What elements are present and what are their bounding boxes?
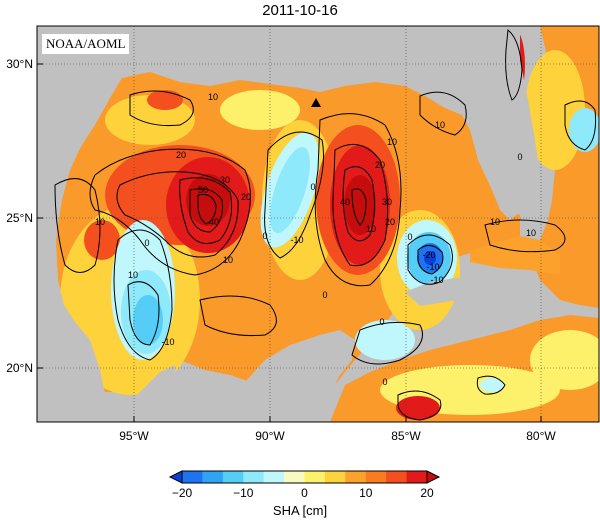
colorbar-bin [345, 471, 367, 483]
contour-label: 0 [379, 317, 384, 327]
colorbar-tick-label: −20 [172, 486, 193, 500]
contour-label: 0 [262, 231, 267, 241]
colorbar-bin [263, 471, 285, 483]
contour-label: 10 [435, 120, 445, 130]
lon-label-95w: 95°W [119, 429, 149, 443]
contour-label: 10 [223, 255, 233, 265]
mexico-west [37, 26, 180, 422]
map-title: 2011-10-16 [262, 2, 338, 19]
lat-label-20n: 20°N [6, 361, 33, 375]
contour-label: 40 [340, 197, 350, 207]
lon-label-85w: 85°W [391, 429, 421, 443]
colorbar-frame [181, 470, 428, 484]
contour-label: 0 [322, 290, 327, 300]
colorbar [168, 470, 441, 484]
colorbar-tick-label: −10 [233, 486, 254, 500]
graticule [37, 26, 599, 422]
contour-label: 10 [366, 224, 376, 234]
contour-label: 10 [208, 92, 218, 102]
contour-label: 0 [382, 377, 387, 387]
contour-label: 0 [310, 182, 315, 192]
contour-label: 20 [176, 150, 186, 160]
colorbar-tick-label: 10 [359, 486, 373, 500]
colorbar-ticks: −20 −10 0 10 20 [172, 486, 434, 500]
florida [430, 26, 540, 215]
axis-ticks [37, 63, 542, 422]
colorbar-max-arrow [426, 470, 441, 484]
credit-label: NOAA/AOML [42, 34, 130, 54]
contour-label: 0 [517, 152, 522, 162]
contour-label: 10 [387, 137, 397, 147]
contour-label: 10 [526, 228, 536, 238]
colorbar-bin [182, 471, 203, 483]
contour-label: 20 [375, 160, 385, 170]
contour-label: 0 [144, 238, 149, 248]
colorbar-bin [304, 471, 326, 483]
lon-label-80w: 80°W [526, 429, 556, 443]
contour-labels: 10 10 10 10 20 30 40 50 20 10 -10 0 0 0 -10 0 10 20 30 40 10… [95, 92, 536, 387]
colorbar-bin [365, 471, 387, 483]
colorbar-bin [202, 471, 224, 483]
contour-label: -10 [290, 235, 303, 245]
contour-label: 0 [407, 232, 412, 242]
contour-label: 10 [128, 270, 138, 280]
contour-label: 30 [382, 197, 392, 207]
contour-label: 10 [490, 217, 500, 227]
colorbar-min-arrow [168, 470, 183, 484]
colorbar-tick-label: 20 [420, 486, 434, 500]
lat-label-30n: 30°N [6, 57, 33, 71]
cuba [405, 278, 599, 318]
lat-label-25n: 25°N [6, 211, 33, 225]
contour-label: 30 [220, 175, 230, 185]
colorbar-bin [324, 471, 346, 483]
colorbar-bin [406, 471, 428, 483]
contour-label: 40 [209, 217, 219, 227]
colorbar-bin [243, 471, 265, 483]
colorbar-bin [386, 471, 408, 483]
contour-label: -10 [161, 337, 174, 347]
contour-label: -10 [426, 262, 439, 272]
triangle-marker-icon [311, 98, 321, 107]
contour-label: 20 [241, 192, 251, 202]
contour-label: 20 [385, 217, 395, 227]
colorbar-label: SHA [cm] [272, 503, 328, 518]
contour-label: -10 [430, 275, 443, 285]
contour-label: 10 [95, 217, 105, 227]
yucatan-peninsula [245, 330, 355, 422]
map-frame [36, 25, 600, 423]
colorbar-tick-label: 0 [301, 486, 308, 500]
contour-label: -20 [422, 250, 435, 260]
contour-label: 50 [198, 185, 208, 195]
lon-label-90w: 90°W [255, 429, 285, 443]
colorbar-bin [284, 471, 305, 483]
colorbar-bin [222, 471, 244, 483]
